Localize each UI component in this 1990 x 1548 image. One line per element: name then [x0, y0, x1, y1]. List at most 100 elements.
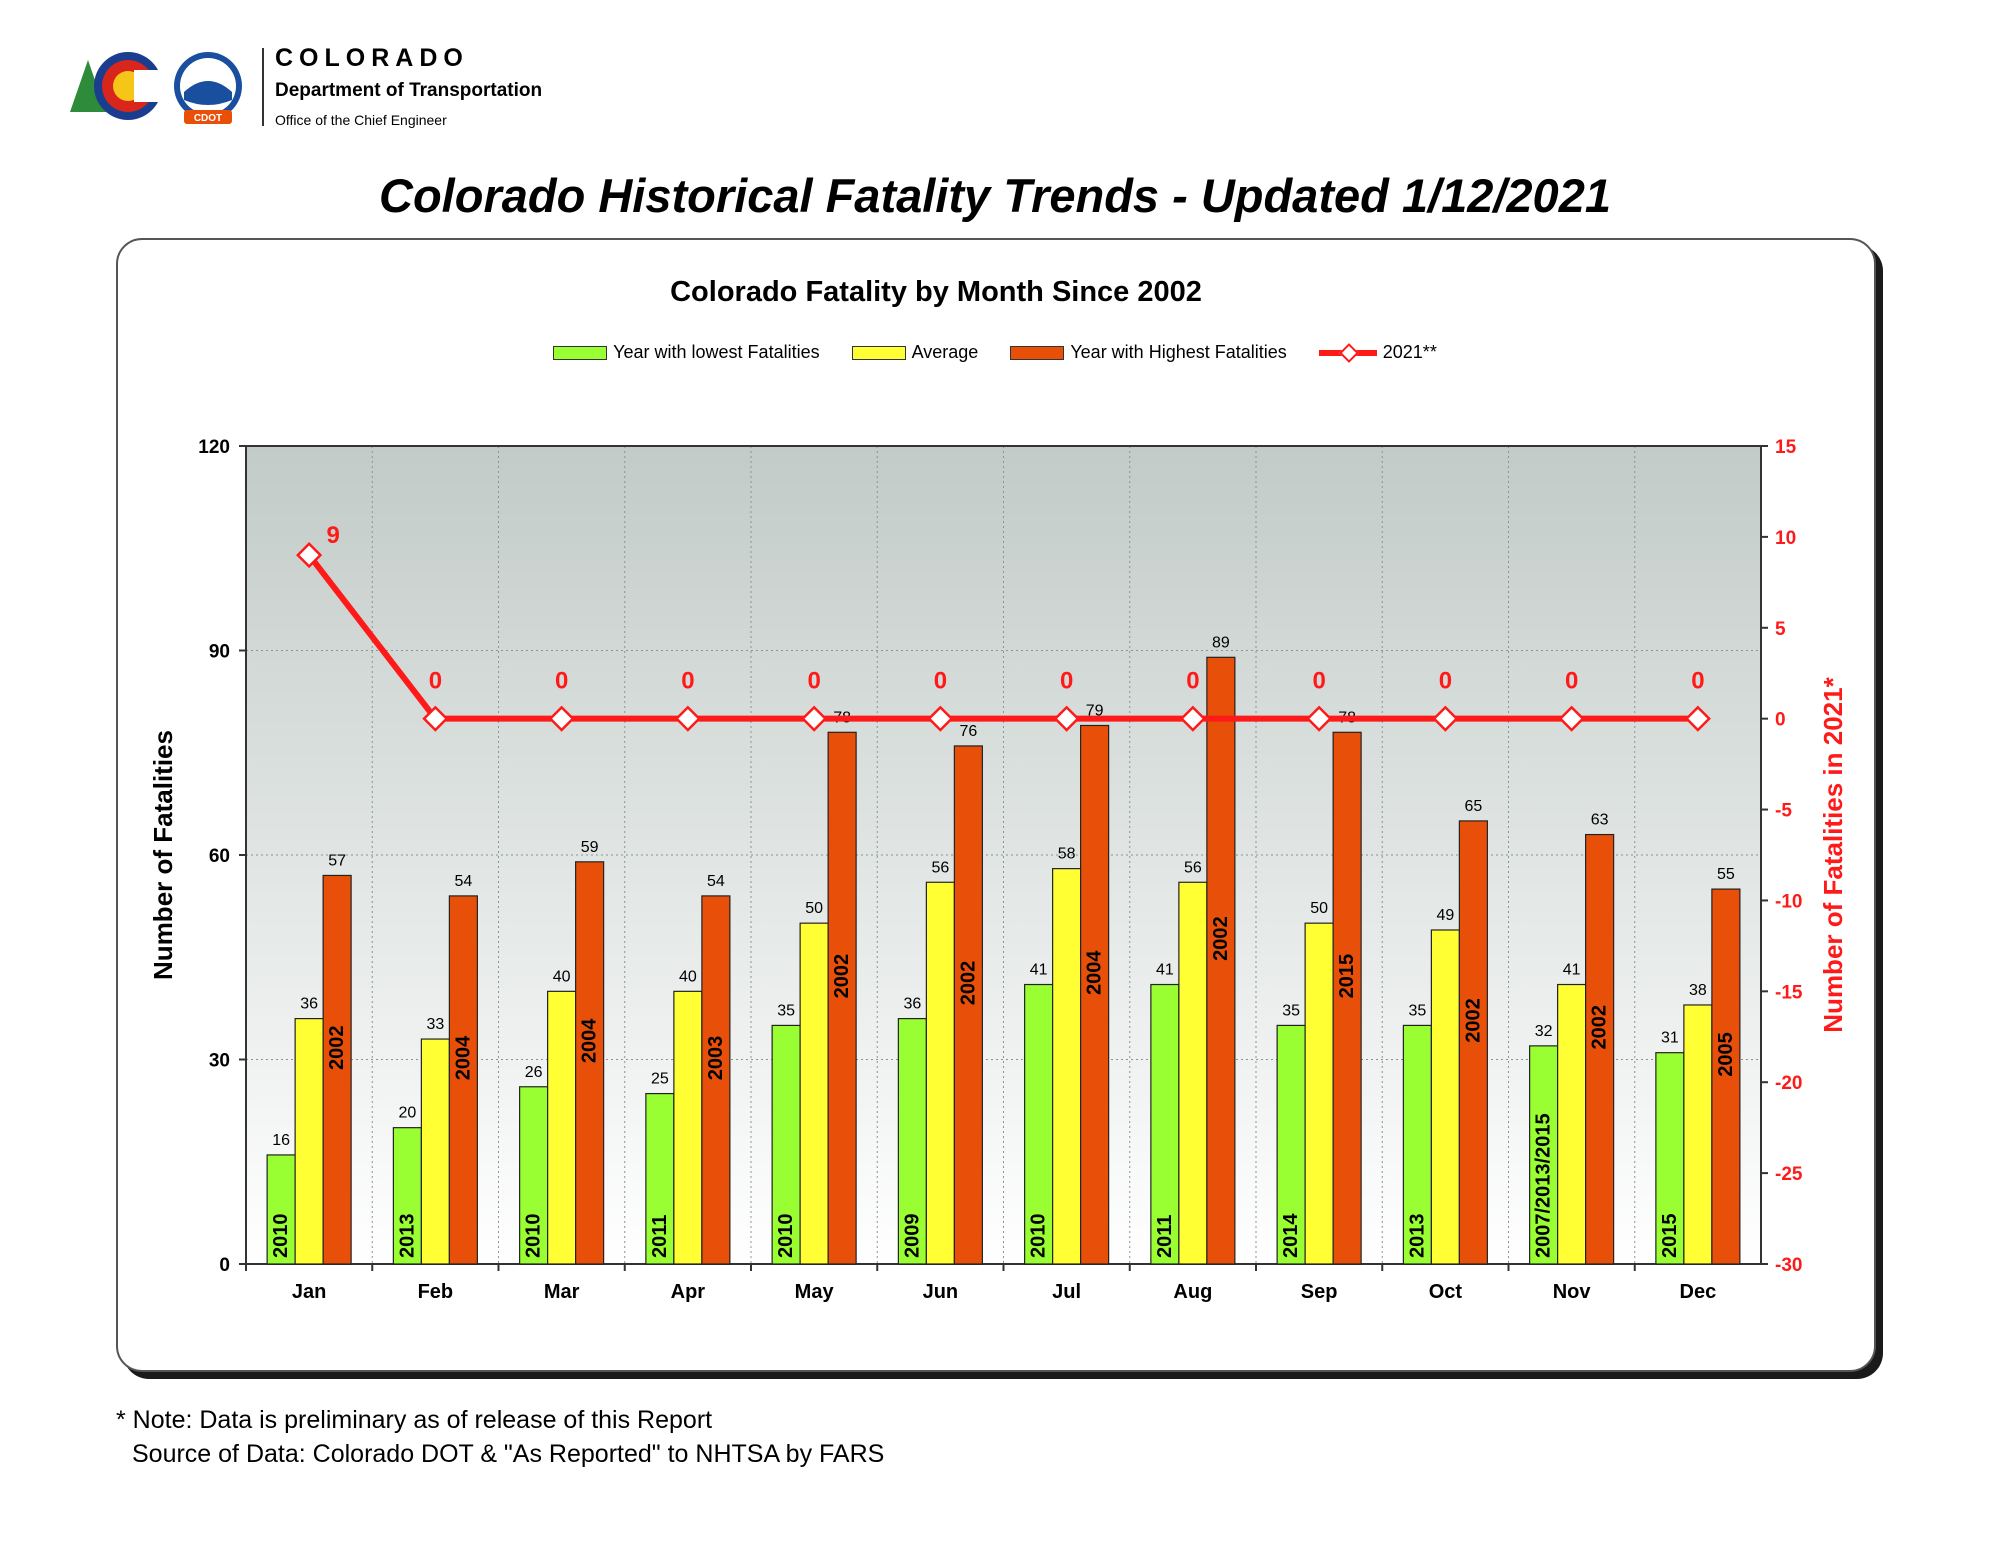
bar-highest: [1080, 724, 1110, 1265]
data-label-2021: 0: [681, 668, 694, 695]
x-tick-label: Nov: [1553, 1281, 1592, 1303]
x-tick-label: May: [795, 1281, 835, 1303]
point-2021: [927, 705, 954, 732]
year-label: 2004: [1084, 950, 1106, 995]
bar-average: [1178, 881, 1208, 1265]
bar-average: [1557, 983, 1587, 1265]
year-label: 2015: [1336, 954, 1358, 999]
badge-text: CDOT: [194, 113, 222, 124]
data-label: 35: [1282, 1002, 1300, 1019]
data-label: 20: [398, 1105, 416, 1122]
point-2021: [296, 541, 323, 569]
bar-average: [547, 990, 577, 1265]
bar-lowest: [771, 1024, 801, 1265]
data-label: 36: [903, 996, 921, 1013]
x-tick-label: Oct: [1429, 1281, 1463, 1303]
data-label: 56: [1184, 859, 1202, 876]
year-label: 2013: [396, 1214, 418, 1259]
legend-item-2021: 2021**: [1318, 342, 1437, 363]
bar-highest: [953, 745, 983, 1265]
legend-item-highest: Year with Highest Fatalities: [1010, 342, 1287, 363]
year-label: 2009: [901, 1214, 923, 1259]
y-axis-label: Number of Fatalities: [148, 730, 178, 980]
page-title: Colorado Historical Fatality Trends - Up…: [379, 169, 1611, 222]
data-label: 16: [272, 1132, 290, 1149]
bar-highest: [827, 731, 857, 1265]
x-tick-label: Apr: [671, 1281, 706, 1303]
point-2021: [1179, 705, 1206, 732]
bar-lowest: [1276, 1024, 1306, 1265]
year-label: 2005: [1715, 1032, 1737, 1077]
bar-highest: [1585, 833, 1615, 1265]
data-label: 33: [426, 1016, 444, 1033]
bar-lowest: [1150, 983, 1180, 1265]
bar-highest: [1458, 820, 1488, 1265]
y2-tick-label: -20: [1775, 1073, 1802, 1094]
data-label: 32: [1535, 1023, 1553, 1040]
data-label: 35: [1408, 1002, 1426, 1019]
bar-lowest: [1024, 983, 1054, 1265]
data-label: 56: [931, 859, 949, 876]
data-label: 41: [1030, 962, 1048, 979]
year-label: 2004: [579, 1018, 601, 1063]
legend-label-lowest: Year with lowest Fatalities: [613, 342, 820, 362]
bar-highest: [322, 874, 352, 1265]
data-label: 79: [1086, 702, 1104, 719]
data-label: 58: [1058, 846, 1076, 863]
y2-tick-label: -30: [1775, 1255, 1802, 1276]
data-label: 41: [1156, 962, 1174, 979]
data-label-2021: 0: [1565, 668, 1578, 695]
bar-lowest: [519, 1086, 549, 1265]
data-label: 54: [454, 873, 472, 890]
bar-highest: [1206, 656, 1236, 1265]
y2-tick-label: -25: [1775, 1164, 1803, 1185]
legend-swatch-highest: [1010, 345, 1065, 360]
point-2021: [1684, 705, 1711, 732]
colorado-c-emblem-icon: [70, 52, 164, 120]
year-label: 2002: [1462, 998, 1484, 1042]
data-label-2021: 0: [1312, 668, 1325, 695]
line-2021: [306, 553, 1698, 722]
year-label: 2002: [1210, 916, 1232, 961]
data-label: 25: [651, 1071, 669, 1088]
year-label: 2003: [705, 1036, 727, 1081]
year-label: 2010: [523, 1214, 545, 1259]
y2-tick-label: 10: [1775, 528, 1796, 549]
data-label: 54: [707, 873, 725, 890]
x-tick-label: Aug: [1173, 1281, 1212, 1303]
year-label: 2002: [831, 954, 853, 999]
data-label-2021: 0: [1060, 668, 1073, 695]
bar-highest: [448, 895, 478, 1265]
footer-note: * Note: Data is preliminary as of releas…: [116, 1403, 884, 1471]
data-label: 35: [777, 1002, 795, 1019]
x-tick-label: Dec: [1680, 1281, 1717, 1303]
y2-tick-label: 15: [1775, 437, 1797, 458]
bar-lowest: [1402, 1024, 1432, 1265]
data-label: 89: [1212, 634, 1230, 651]
data-label: 65: [1464, 798, 1482, 815]
y2-tick-label: 5: [1775, 619, 1786, 640]
point-2021: [1053, 705, 1080, 732]
data-label: 41: [1563, 962, 1581, 979]
bar-lowest: [266, 1154, 296, 1265]
year-label: 2014: [1280, 1213, 1302, 1258]
point-2021: [548, 705, 575, 732]
brand-name: COLORADO: [275, 44, 469, 72]
bar-average: [1683, 1004, 1713, 1265]
bar-average: [799, 922, 829, 1265]
year-label: 2004: [452, 1035, 474, 1080]
bar-lowest: [1655, 1052, 1685, 1265]
y-tick-label: 120: [198, 437, 230, 458]
data-label: 57: [328, 852, 346, 869]
y2-tick-label: 0: [1775, 710, 1786, 731]
bar-average: [1304, 922, 1334, 1265]
legend-item-average: Average: [851, 342, 978, 363]
data-label: 50: [805, 900, 823, 917]
y2-tick-label: -15: [1775, 982, 1803, 1003]
point-2021: [1432, 705, 1459, 732]
data-label-2021: 0: [1439, 668, 1452, 695]
y-tick-label: 0: [219, 1255, 230, 1276]
year-label: 2011: [1154, 1215, 1176, 1258]
y2-tick-label: -10: [1775, 891, 1802, 912]
y-tick-label: 90: [209, 642, 230, 663]
